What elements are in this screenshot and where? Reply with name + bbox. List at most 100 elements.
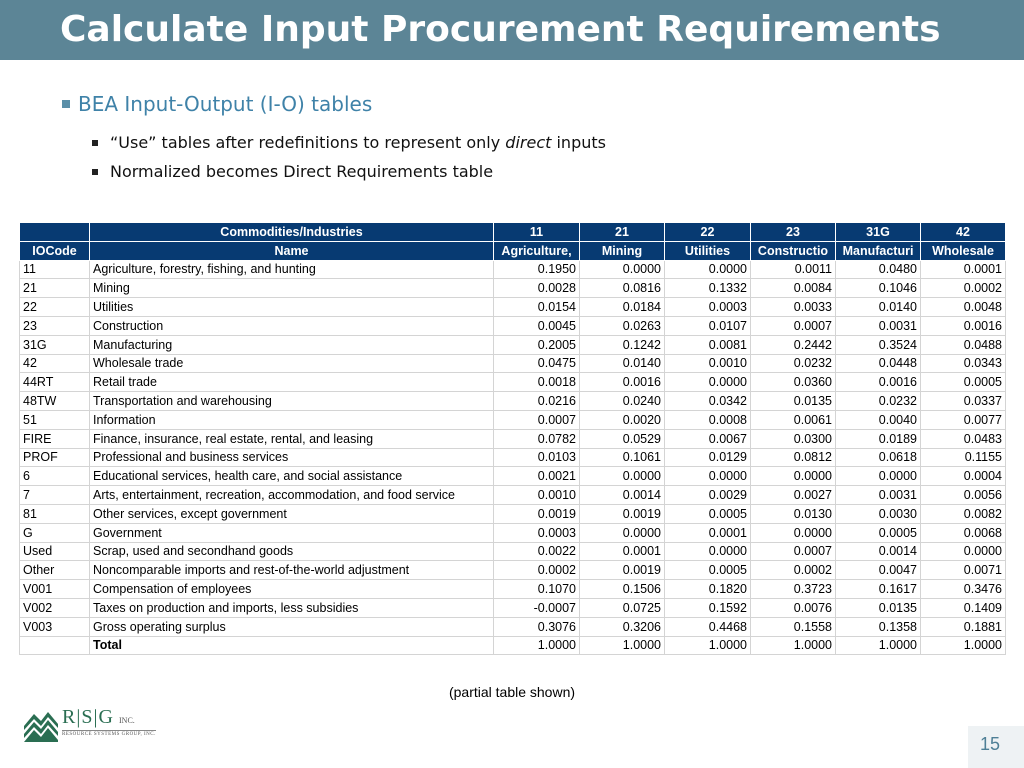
value-cell: 0.0154 <box>493 297 580 317</box>
slide-title: Calculate Input Procurement Requirements <box>60 9 941 50</box>
name-cell: Information <box>89 409 494 430</box>
column-header: 42 <box>920 222 1006 242</box>
table-row: 23 Construction 0.0045 0.0263 0.0107 0.0007 0.… <box>19 315 1006 336</box>
value-cell: 0.0002 <box>920 278 1006 299</box>
column-header: Name <box>89 240 494 261</box>
name-cell: Other services, except government <box>89 503 494 524</box>
value-cell: 0.0300 <box>750 428 836 449</box>
logo-inc: INC. <box>119 716 135 725</box>
sub-bullet-1-italic: direct <box>505 133 552 152</box>
value-cell: -0.0007 <box>493 597 580 618</box>
value-cell: 0.0019 <box>493 503 580 524</box>
name-cell: Government <box>89 522 494 543</box>
logo-wordmark: R|S|G INC. RESOURCE SYSTEMS GROUP, INC. <box>62 706 156 737</box>
value-cell: 0.0618 <box>835 447 921 468</box>
iocode-cell: 51 <box>19 409 90 430</box>
total-row: Total 1.0000 1.0000 1.0000 1.0000 1.0000 1.000… <box>19 635 1006 656</box>
value-cell: 0.0448 <box>835 353 921 374</box>
iocode-cell: 42 <box>19 353 90 374</box>
name-cell: Noncomparable imports and rest-of-the-wo… <box>89 560 494 581</box>
value-cell: 0.0005 <box>664 503 751 524</box>
sub-bullet-1-text: “Use” tables after redefinitions to repr… <box>110 133 606 152</box>
table-row: 48TW Transportation and warehousing 0.0216… <box>19 391 1006 411</box>
main-bullet: BEA Input-Output (I-O) tables <box>62 92 372 116</box>
value-cell: 0.0140 <box>579 353 665 374</box>
sub-bullet-2-text: Normalized becomes Direct Requirements t… <box>110 162 494 181</box>
value-cell: 1.0000 <box>835 635 921 656</box>
name-cell: Gross operating surplus <box>89 616 494 637</box>
value-cell: 0.2442 <box>750 334 836 355</box>
value-cell: 0.0216 <box>493 391 580 411</box>
value-cell: 0.0005 <box>664 560 751 581</box>
value-cell: 0.0011 <box>750 259 836 280</box>
value-cell: 0.0071 <box>920 560 1006 581</box>
value-cell: 0.0007 <box>750 315 836 336</box>
value-cell: 0.0000 <box>664 541 751 562</box>
value-cell: 0.1332 <box>664 278 751 299</box>
value-cell: 0.0004 <box>920 466 1006 487</box>
value-cell: 0.0061 <box>750 409 836 430</box>
value-cell: 0.0077 <box>920 409 1006 430</box>
name-cell: Professional and business services <box>89 447 494 468</box>
value-cell: 0.0068 <box>920 522 1006 543</box>
main-bullet-text: BEA Input-Output (I-O) tables <box>78 92 373 116</box>
value-cell: 0.3723 <box>750 579 836 599</box>
value-cell: 0.3476 <box>920 579 1006 599</box>
table-row: V003 Gross operating surplus 0.3076 0.3206 0… <box>19 616 1006 637</box>
value-cell: 0.1358 <box>835 616 921 637</box>
iocode-cell: 11 <box>19 259 90 280</box>
value-cell: 0.0000 <box>750 466 836 487</box>
value-cell: 0.0003 <box>493 522 580 543</box>
iocode-cell: Used <box>19 541 90 562</box>
bullet-square-icon <box>62 100 70 108</box>
bullet-square-icon <box>92 168 98 175</box>
value-cell: 0.0084 <box>750 278 836 299</box>
table-row: 81 Other services, except government 0.001… <box>19 503 1006 524</box>
direct-requirements-table: Commodities/Industries 11 21 22 23 31G 42 IOCod… <box>19 222 1006 656</box>
name-cell: Construction <box>89 315 494 336</box>
value-cell: 0.0232 <box>750 353 836 374</box>
name-cell: Mining <box>89 278 494 299</box>
column-header: 21 <box>579 222 665 242</box>
bullet-square-icon <box>92 139 98 146</box>
value-cell: 0.0816 <box>579 278 665 299</box>
column-header: Wholesale <box>920 240 1006 261</box>
iocode-cell: FIRE <box>19 428 90 449</box>
value-cell: 0.0475 <box>493 353 580 374</box>
value-cell: 0.0812 <box>750 447 836 468</box>
table-row: 7 Arts, entertainment, recreation, accomm… <box>19 485 1006 505</box>
value-cell: 0.0020 <box>579 409 665 430</box>
sub-bullet-2: Normalized becomes Direct Requirements t… <box>92 162 493 181</box>
iocode-cell: 48TW <box>19 391 90 411</box>
column-header: Constructio <box>750 240 836 261</box>
name-cell: Taxes on production and imports, less su… <box>89 597 494 618</box>
iocode-cell: 44RT <box>19 372 90 393</box>
value-cell: 0.1558 <box>750 616 836 637</box>
value-cell: 0.0003 <box>664 297 751 317</box>
value-cell: 0.0056 <box>920 485 1006 505</box>
value-cell: 0.0021 <box>493 466 580 487</box>
value-cell: 0.0081 <box>664 334 751 355</box>
page-number: 15 <box>980 734 1001 754</box>
table-row: Other Noncomparable imports and rest-of-t… <box>19 560 1006 581</box>
iocode-cell: 6 <box>19 466 90 487</box>
value-cell: 0.0031 <box>835 315 921 336</box>
table-row: 42 Wholesale trade 0.0475 0.0140 0.0010 0.023… <box>19 353 1006 374</box>
value-cell: 0.0480 <box>835 259 921 280</box>
value-cell: 0.0000 <box>664 372 751 393</box>
iocode-cell: Other <box>19 560 90 581</box>
value-cell: 0.0360 <box>750 372 836 393</box>
iocode-cell: 22 <box>19 297 90 317</box>
iocode-cell: 21 <box>19 278 90 299</box>
column-header: 23 <box>750 222 836 242</box>
value-cell: 0.1242 <box>579 334 665 355</box>
name-cell: Educational services, health care, and s… <box>89 466 494 487</box>
name-cell: Total <box>89 635 494 656</box>
value-cell: 0.0240 <box>579 391 665 411</box>
name-cell: Finance, insurance, real estate, rental,… <box>89 428 494 449</box>
table-row: 21 Mining 0.0028 0.0816 0.1332 0.0084 0.1046 0.… <box>19 278 1006 299</box>
value-cell: 0.0016 <box>920 315 1006 336</box>
value-cell: 1.0000 <box>750 635 836 656</box>
table-row: V002 Taxes on production and imports, les… <box>19 597 1006 618</box>
header-row-commodities: Commodities/Industries 11 21 22 23 31G 42 <box>19 222 1006 242</box>
